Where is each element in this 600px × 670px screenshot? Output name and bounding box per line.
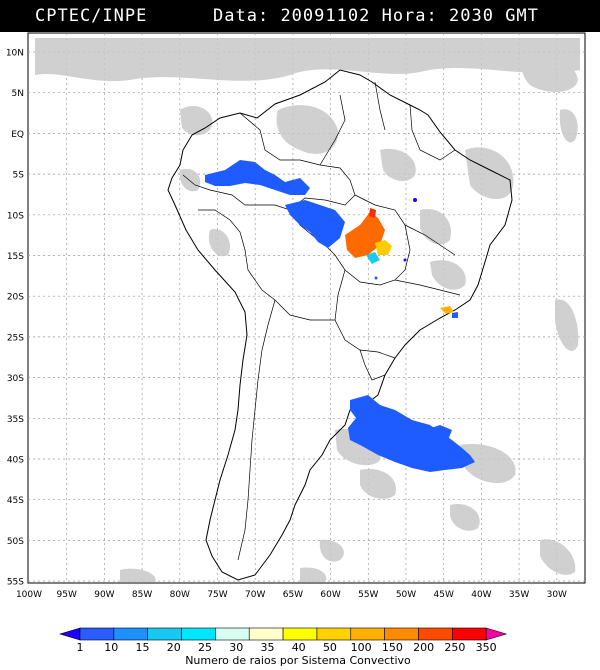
colorbar: 1 10 15 20 25 30 35 40 50 100 150 200 250 350 — [58, 627, 508, 654]
system-amazon-west — [205, 160, 310, 195]
colorbar-segment — [113, 627, 148, 641]
time-value: 2030 GMT — [449, 6, 539, 26]
lat-label: 5N — [12, 89, 24, 99]
system-central-yellow — [375, 240, 392, 255]
lat-label: EQ — [11, 130, 24, 140]
lat-label: 20S — [7, 293, 24, 303]
country-borders — [182, 81, 461, 561]
colorbar-segment — [350, 627, 385, 641]
lat-label: 55S — [7, 578, 24, 588]
colorbar-tick-label: 100 — [351, 641, 372, 654]
lon-label: 80W — [170, 590, 190, 600]
colorbar-tick-label: 150 — [382, 641, 403, 654]
longitude-labels: 100W 95W 90W 85W 80W 75W 70W 65W 60W 55W 50W 45W 40W… — [16, 590, 567, 600]
lat-label: 35S — [7, 415, 24, 425]
colorbar-segment — [282, 627, 318, 641]
colorbar-tick-label: 350 — [476, 641, 497, 654]
lon-label: 40W — [471, 590, 491, 600]
lat-label: 10S — [7, 211, 24, 221]
colorbar-segment — [384, 627, 419, 641]
colorbar-arrow-left — [58, 627, 81, 641]
colorbar-segment — [147, 627, 182, 641]
colorbar-tick-label: 15 — [135, 641, 149, 654]
lon-label: 95W — [57, 590, 77, 600]
lon-label: 30W — [547, 590, 567, 600]
colorbar-tick-label: 40 — [292, 641, 306, 654]
colorbar-label: Numero de raios por Sistema Convectivo — [185, 654, 411, 667]
colorbar-arrow-right — [485, 627, 508, 641]
colorbar-tick-label: 250 — [444, 641, 465, 654]
colorbar-tick-label: 10 — [104, 641, 118, 654]
colorbar-segment — [248, 627, 284, 641]
system-south-cluster — [425, 425, 452, 442]
lon-label: 70W — [245, 590, 265, 600]
colorbar-segment — [215, 627, 250, 641]
lon-label: 50W — [396, 590, 416, 600]
colorbar-tick-label: 1 — [77, 641, 84, 654]
lon-label: 55W — [358, 590, 378, 600]
colorbar-segment — [181, 627, 216, 641]
system-central-cyan — [366, 252, 380, 264]
lon-label: 100W — [16, 590, 42, 600]
system-se-orange — [440, 306, 454, 314]
system-central-red — [369, 208, 376, 218]
lat-label: 10N — [6, 49, 24, 59]
title-bar: CPTEC/INPE Data: 20091102 Hora: 2030 GMT — [0, 0, 600, 32]
lat-label: 15S — [7, 252, 24, 262]
org-title: CPTEC/INPE — [35, 6, 148, 26]
date-value: 20091102 — [280, 6, 371, 26]
colorbar-segment — [316, 627, 352, 641]
convective-systems — [205, 160, 475, 472]
colorbar-segment — [452, 627, 487, 641]
coastline — [167, 69, 513, 581]
system-south-main — [348, 395, 475, 472]
lat-label: 30S — [7, 374, 24, 384]
lat-label: 25S — [7, 333, 24, 343]
colorbar-tick-label: 30 — [229, 641, 243, 654]
lon-label: 75W — [207, 590, 227, 600]
lon-label: 90W — [94, 590, 114, 600]
cloud-cover — [35, 38, 580, 582]
lon-label: 45W — [434, 590, 454, 600]
colorbar-tick-label: 20 — [167, 641, 181, 654]
date-label: Data: — [213, 6, 270, 26]
system-se-blue — [452, 312, 458, 318]
system-amazon-east — [285, 200, 345, 248]
colorbar-segment — [418, 627, 453, 641]
lat-label: 45S — [7, 496, 24, 506]
system-central-orange — [345, 212, 385, 258]
latitude-labels: 10N 5N EQ 5S 10S 15S 20S 25S 30S 35S 40S 45S 50S 55S — [6, 49, 24, 588]
colorbar-segment — [79, 627, 115, 641]
colorbar-tick-label: 200 — [413, 641, 434, 654]
colorbar-tick-label: 50 — [323, 641, 337, 654]
time-label: Hora: — [381, 6, 438, 26]
colorbar-tick-label: 25 — [198, 641, 212, 654]
lat-label: 40S — [7, 456, 24, 466]
lon-label: 65W — [283, 590, 303, 600]
lat-label: 5S — [13, 171, 25, 181]
colorbar-tick-label: 35 — [260, 641, 274, 654]
lon-label: 60W — [320, 590, 340, 600]
lon-label: 35W — [509, 590, 529, 600]
date-time-label: Data: 20091102 Hora: 2030 GMT — [213, 6, 539, 26]
lon-label: 85W — [132, 590, 152, 600]
lat-label: 50S — [7, 537, 24, 547]
